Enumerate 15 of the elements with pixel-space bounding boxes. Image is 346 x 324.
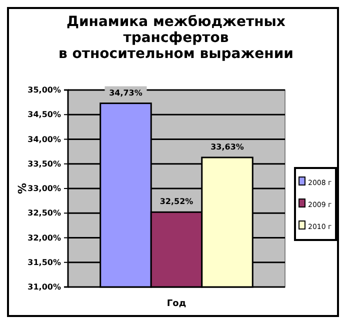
y-tick-label: 32,00% (28, 233, 61, 242)
y-tick-label: 34,50% (28, 110, 61, 120)
y-tick-label: 31,00% (28, 282, 61, 292)
y-tick-label: 31,50% (28, 258, 61, 267)
y-tick-label: 33,50% (28, 159, 61, 168)
y-axis-title: % (16, 182, 29, 194)
y-tick-label: 35,00% (28, 86, 61, 95)
y-tick-label: 32,50% (28, 208, 61, 218)
data-label: 32,52% (160, 197, 194, 206)
data-label: 34,73% (109, 88, 142, 98)
data-label: 33,63% (210, 142, 244, 152)
y-tick-label: 33,00% (28, 184, 61, 194)
y-tick-label: 34,00% (28, 134, 61, 144)
chart-title: Динамика межбюджетных трансфертов в относительном выражении (58, 14, 294, 62)
x-axis-title: Год (166, 299, 186, 309)
